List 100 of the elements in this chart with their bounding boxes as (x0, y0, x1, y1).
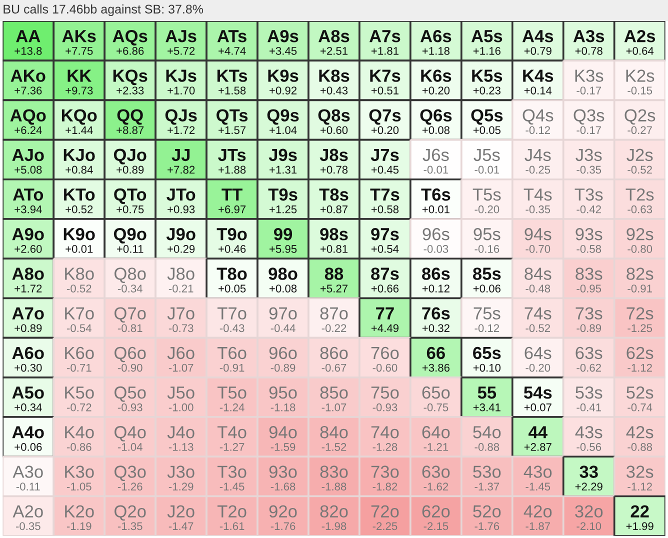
data-label: +0.46 (218, 245, 246, 253)
annotation: Q6s (420, 109, 452, 125)
data-label: +0.05 (473, 126, 501, 134)
data-label: +4.74 (218, 47, 246, 55)
data-label: -0.35 (16, 522, 40, 530)
annotation: AKo (10, 70, 46, 82)
annotation: Q2o (114, 505, 146, 521)
annotation: T2s (626, 188, 654, 201)
annotation: 85o (320, 386, 348, 399)
data-label: +0.79 (524, 46, 552, 55)
data-label: -1.35 (118, 522, 142, 530)
data-label: -0.01 (474, 166, 500, 174)
annotation: J4o (167, 426, 194, 438)
data-label: -1.18 (270, 403, 296, 412)
data-label: -0.20 (474, 205, 500, 214)
data-label: -0.12 (526, 126, 550, 134)
annotation: AA (16, 30, 40, 42)
annotation: 84o (320, 426, 348, 438)
annotation: K3o (65, 466, 94, 478)
annotation: K9s (268, 70, 298, 82)
data-label: +2.87 (524, 443, 552, 451)
annotation: 54o (473, 426, 501, 438)
data-label: +6.24 (14, 126, 42, 134)
annotation: K6o (65, 346, 94, 360)
data-label: +2.51 (320, 46, 348, 55)
annotation: 72s (626, 307, 654, 320)
annotation: QTo (114, 188, 146, 204)
annotation: 76o (371, 346, 399, 360)
data-label: -1.12 (628, 364, 652, 372)
data-label: +0.89 (116, 166, 144, 174)
data-label: +3.41 (473, 403, 500, 412)
data-label: -0.71 (66, 364, 92, 372)
data-label: +0.10 (473, 364, 501, 372)
annotation: J7s (370, 148, 399, 162)
annotation: 65o (422, 386, 450, 399)
data-label: -1.13 (168, 443, 194, 451)
annotation: K6s (421, 70, 452, 82)
data-label: -0.63 (628, 205, 652, 214)
data-label: -0.27 (628, 126, 652, 134)
annotation: AKs (62, 30, 96, 42)
data-label: -0.15 (628, 86, 652, 94)
data-label: +1.31 (270, 166, 297, 174)
annotation: 65s (473, 346, 501, 360)
annotation: 53s (576, 386, 602, 399)
annotation: K3s (575, 70, 604, 82)
annotation: QQ (117, 109, 143, 125)
data-label: -0.44 (270, 324, 296, 332)
data-label: -2.15 (424, 522, 448, 530)
annotation: A4o (12, 426, 44, 438)
annotation: 87o (320, 307, 348, 320)
data-label: -0.56 (576, 443, 602, 451)
data-label: +0.66 (371, 284, 399, 292)
annotation: 54s (524, 386, 552, 399)
data-label: +0.06 (473, 284, 500, 292)
annotation: K2o (65, 505, 94, 518)
data-label: +1.99 (626, 522, 654, 530)
data-label: +1.25 (270, 205, 297, 214)
data-label: +5.08 (14, 166, 42, 174)
annotation: 55 (478, 386, 496, 399)
annotation: A9s (268, 30, 298, 42)
data-label: -1.76 (270, 522, 296, 530)
data-label: -1.45 (526, 482, 550, 491)
annotation: A7o (12, 307, 44, 320)
annotation: QJs (165, 109, 197, 125)
annotation: A5o (12, 386, 44, 399)
annotation: T5o (217, 386, 246, 399)
annotation: QTs (216, 109, 248, 125)
annotation: T8s (319, 188, 348, 201)
annotation: K5o (65, 386, 94, 399)
data-label: +0.11 (117, 245, 144, 253)
annotation: K4o (65, 426, 94, 438)
data-label: +1.44 (66, 126, 93, 134)
annotation: 33 (580, 466, 598, 478)
data-label: +0.20 (371, 126, 399, 134)
data-label: +3.94 (14, 205, 42, 214)
annotation: T7o (217, 307, 246, 320)
annotation: 95o (269, 386, 297, 399)
data-label: +7.75 (66, 47, 93, 55)
data-label: -1.82 (372, 482, 398, 491)
annotation: A6o (12, 346, 44, 360)
data-label: -1.07 (168, 364, 194, 372)
annotation: K7o (65, 307, 94, 320)
data-label: +1.16 (473, 46, 500, 55)
data-label: -0.34 (118, 284, 142, 292)
data-label: +0.43 (320, 86, 348, 94)
annotation: J6s (422, 148, 449, 162)
data-label: -0.62 (576, 364, 601, 372)
data-label: -1.28 (372, 443, 398, 451)
data-label: -0.86 (66, 443, 92, 451)
data-label: -1.76 (474, 522, 500, 530)
annotation: A8s (318, 30, 350, 42)
annotation: A9o (12, 228, 44, 240)
annotation: K8o (65, 268, 94, 280)
annotation: A8o (12, 268, 44, 280)
data-label: +0.78 (575, 46, 602, 55)
annotation: KTs (217, 70, 248, 82)
annotation: K5s (472, 70, 502, 82)
annotation: Q9s (267, 109, 299, 125)
annotation: T6s (421, 188, 450, 201)
annotation: Q4s (522, 109, 554, 125)
